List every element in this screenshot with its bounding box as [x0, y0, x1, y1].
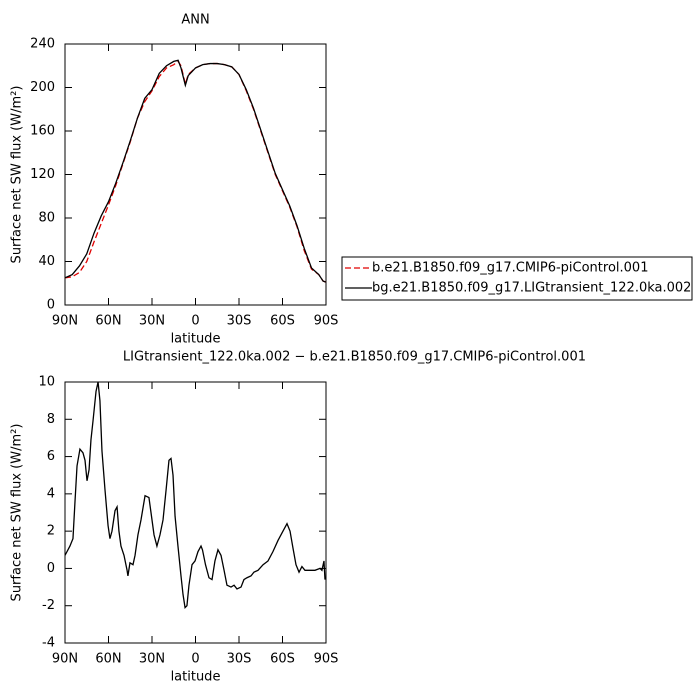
plot-frame [64, 43, 327, 306]
y-tick-label: 200 [30, 80, 55, 95]
legend-label: bg.e21.B1850.f09_g17.LIGtransient_122.0k… [372, 281, 691, 296]
x-axis-label: latitude [171, 332, 221, 347]
y-tick-label: 240 [30, 37, 55, 52]
y-tick-label: 6 [47, 449, 55, 464]
x-tick-label: 30S [227, 652, 252, 667]
x-tick-label: 30S [227, 314, 252, 329]
legend-box [341, 256, 693, 301]
data-line [64, 381, 326, 609]
x-tick-label: 60N [95, 314, 121, 329]
plot-frame [64, 381, 327, 644]
x-tick-label: 90N [52, 314, 78, 329]
y-tick-label: 8 [47, 412, 55, 427]
y-tick-label: 120 [30, 167, 55, 182]
data-line [64, 59, 327, 283]
y-tick-label: 10 [38, 375, 55, 390]
y-tick-label: 80 [38, 211, 55, 226]
y-tick-label: 2 [47, 524, 55, 539]
x-axis-label: latitude [171, 670, 221, 685]
y-tick-label: 0 [47, 298, 55, 313]
y-tick-label: 0 [47, 561, 55, 576]
y-tick-label: 4 [47, 486, 55, 501]
x-tick-label: 30N [139, 314, 165, 329]
x-tick-label: 30N [139, 652, 165, 667]
x-tick-label: 60N [95, 652, 121, 667]
data-line [64, 60, 327, 283]
x-tick-label: 60S [270, 652, 295, 667]
x-tick-label: 60S [270, 314, 295, 329]
y-tick-label: -4 [42, 636, 55, 651]
x-tick-label: 0 [191, 314, 199, 329]
x-tick-label: 90S [314, 314, 339, 329]
y-tick-label: 160 [30, 124, 55, 139]
y-tick-label: 40 [38, 254, 55, 269]
x-tick-label: 0 [191, 652, 199, 667]
y-axis-label: Surface net SW flux (W/m²) [10, 86, 25, 264]
y-tick-label: -2 [42, 598, 55, 613]
chart-title: LIGtransient_122.0ka.002 − b.e21.B1850.f… [123, 350, 586, 365]
y-axis-label: Surface net SW flux (W/m²) [10, 424, 25, 602]
x-tick-label: 90N [52, 652, 78, 667]
chart-title: ANN [181, 13, 209, 28]
x-tick-label: 90S [314, 652, 339, 667]
legend-label: b.e21.B1850.f09_g17.CMIP6-piControl.001 [372, 261, 648, 276]
